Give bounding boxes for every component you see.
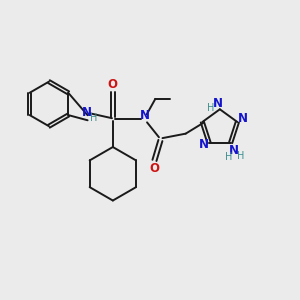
Text: O: O (149, 162, 160, 175)
Text: N: N (213, 98, 224, 110)
Text: N: N (238, 112, 248, 125)
Text: H: H (225, 152, 232, 162)
Text: N: N (229, 144, 239, 158)
Text: H: H (207, 103, 214, 113)
Text: N: N (82, 106, 92, 119)
Text: N: N (140, 109, 150, 122)
Text: H: H (236, 151, 244, 161)
Text: N: N (199, 138, 209, 151)
Text: H: H (90, 113, 97, 123)
Text: O: O (108, 77, 118, 91)
